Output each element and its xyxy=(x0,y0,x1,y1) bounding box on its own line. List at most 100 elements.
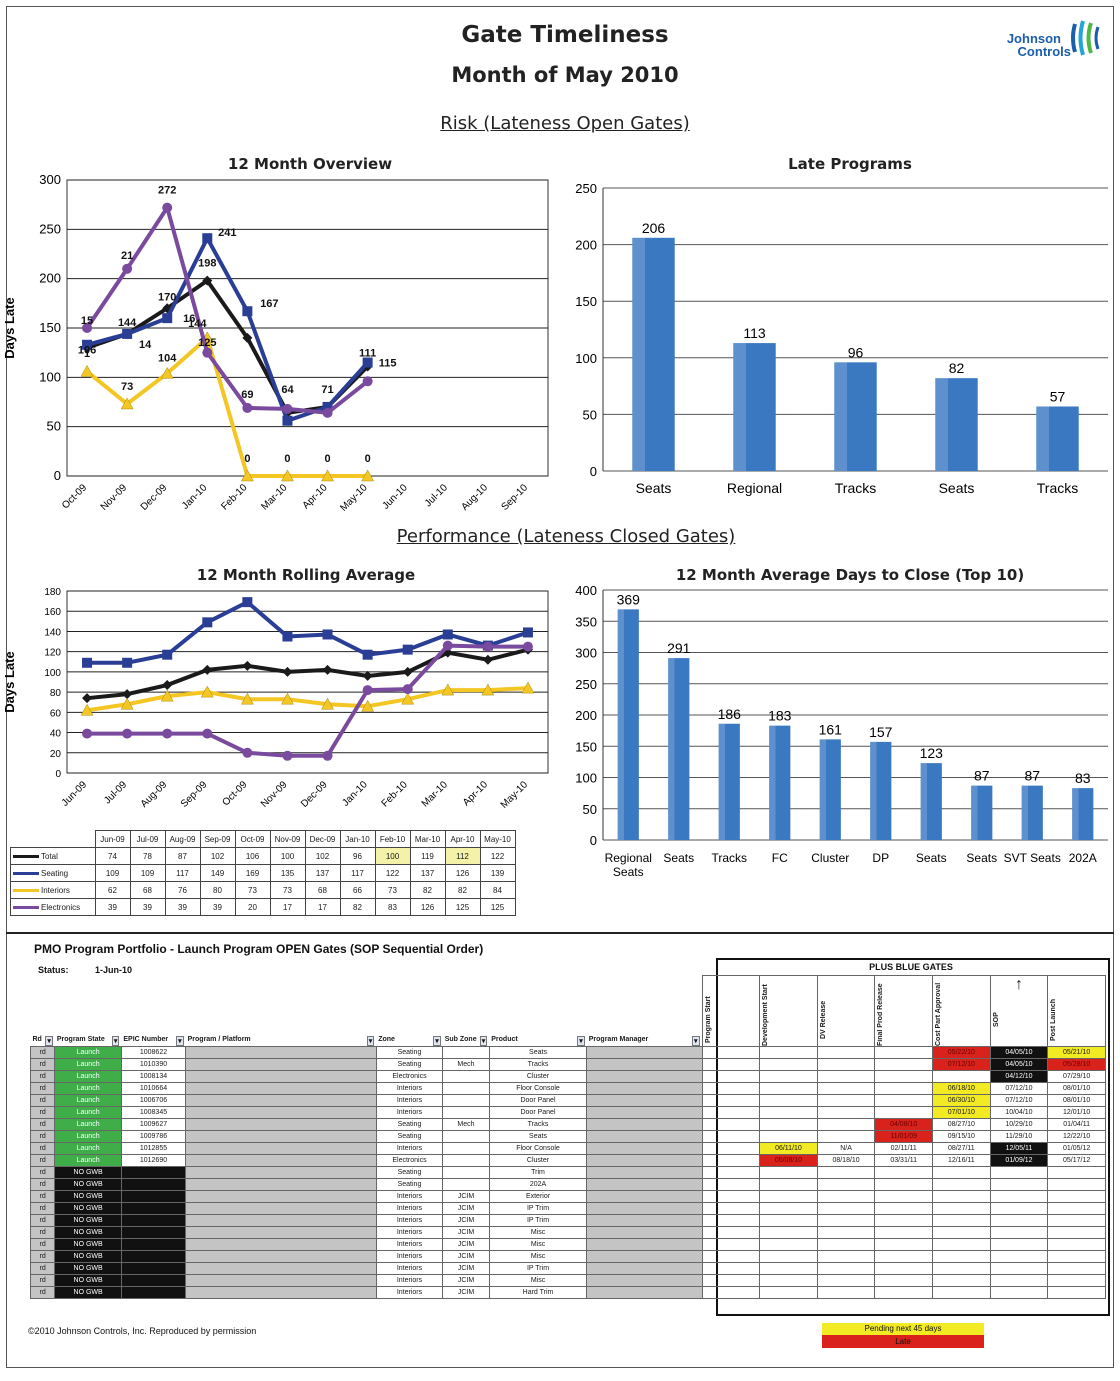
x-tick-label: Feb-10 xyxy=(380,779,410,809)
pmo-table-row: rd NO GWB Interiors JCIM IP Trim xyxy=(29,1202,1106,1215)
pmo-gate-header[interactable]: Post Launch xyxy=(1047,975,1106,1047)
pmo-gate-header[interactable]: ↑ SOP xyxy=(989,975,1049,1047)
table-cell: 135 xyxy=(269,864,306,882)
legend-swatch-interiors xyxy=(13,888,39,892)
y-tick-label: 400 xyxy=(575,583,597,598)
bar-value-label: 57 xyxy=(1050,388,1066,404)
bar-8 xyxy=(1021,785,1043,840)
pmo-gate-header[interactable]: Program Start xyxy=(701,975,761,1047)
filter-dropdown-icon[interactable]: ▾ xyxy=(111,1036,120,1046)
table-cell: 137 xyxy=(409,864,446,882)
gate-date-cell xyxy=(1047,1190,1106,1203)
pmo-gate-header-label: DV Release xyxy=(819,1000,827,1040)
gate-date-cell xyxy=(874,1262,934,1275)
pmo-gate-header[interactable]: DV Release xyxy=(816,975,876,1047)
pmo-column-header[interactable]: Product ▾ xyxy=(489,975,587,1047)
sub-zone-cell: Mech xyxy=(442,1118,490,1131)
epic-number-cell: 1012855 xyxy=(120,1142,187,1155)
rd-cell: rd xyxy=(29,1106,56,1119)
pmo-table-row: rd Launch 1010664 Interiors Floor Console 06/… xyxy=(29,1082,1106,1095)
zone-cell: Interiors xyxy=(375,1250,444,1263)
table-cell: 102 xyxy=(304,847,341,865)
pmo-column-header[interactable]: Program Manager ▾ xyxy=(586,975,703,1047)
product-cell: Floor Console xyxy=(488,1142,588,1155)
sub-zone-cell: JCIM xyxy=(442,1250,490,1263)
sub-zone-cell xyxy=(442,1082,490,1095)
pmo-column-header[interactable]: EPIC Number ▾ xyxy=(121,975,186,1047)
gate-date-cell xyxy=(759,1106,818,1119)
product-cell: Door Panel xyxy=(488,1106,588,1119)
filter-dropdown-icon[interactable]: ▾ xyxy=(577,1036,585,1046)
bar-highlight xyxy=(769,725,776,840)
pmo-column-header[interactable]: Program State ▾ xyxy=(54,975,122,1047)
data-label: 0 xyxy=(244,453,250,465)
data-point-interiors xyxy=(361,699,375,712)
legend-swatch-electronics xyxy=(13,905,39,909)
pmo-gate-header[interactable]: Final Prod Release xyxy=(874,975,934,1047)
x-tick-label: Jun-10 xyxy=(380,482,410,512)
series-legend-cell: Total xyxy=(10,847,96,865)
gate-date-cell xyxy=(1047,1166,1106,1179)
pmo-column-header[interactable]: Zone ▾ xyxy=(376,975,443,1047)
gate-date-cell: 10/29/10 xyxy=(989,1118,1049,1131)
y-tick-label: 200 xyxy=(39,271,61,286)
series-line-seating xyxy=(87,599,529,665)
gate-date-cell xyxy=(701,1190,761,1203)
pmo-column-header[interactable]: Program / Platform ▾ xyxy=(185,975,377,1047)
data-point-electronics xyxy=(362,685,373,696)
filter-dropdown-icon[interactable]: ▾ xyxy=(176,1036,184,1046)
table-cell: 109 xyxy=(94,864,131,882)
data-point-interiors xyxy=(361,469,375,482)
data-point-electronics xyxy=(122,263,133,274)
y-tick-label: 150 xyxy=(575,294,597,309)
filter-dropdown-icon[interactable]: ▾ xyxy=(366,1036,375,1046)
program-state-cell: Launch xyxy=(54,1094,122,1107)
plot-area xyxy=(66,590,549,774)
pmo-gate-header[interactable]: Cost Part Approval xyxy=(932,975,991,1047)
table-cell: 62 xyxy=(94,881,131,899)
data-label: 15 xyxy=(81,315,93,327)
data-point-seating xyxy=(242,306,253,317)
logo-text-johnson: Johnson xyxy=(1006,31,1061,46)
data-point-electronics xyxy=(242,402,253,413)
filter-dropdown-icon[interactable]: ▾ xyxy=(45,1036,53,1046)
series-legend-cell: Interiors xyxy=(10,881,96,899)
y-tick-label: 180 xyxy=(44,587,61,598)
data-point-total xyxy=(242,660,253,671)
pmo-column-header[interactable]: Sub Zone ▾ xyxy=(442,975,490,1047)
gate-date-cell: 01/09/12 xyxy=(989,1154,1049,1167)
program-platform-cell xyxy=(185,1286,377,1299)
bar-value-label: 186 xyxy=(718,706,742,722)
program-state-cell: Launch xyxy=(54,1130,122,1143)
gate-date-cell xyxy=(989,1202,1049,1215)
y-tick-label: 160 xyxy=(44,607,61,618)
bar-value-label: 87 xyxy=(1024,768,1040,784)
epic-number-cell: 1010390 xyxy=(120,1058,187,1071)
filter-dropdown-icon[interactable]: ▾ xyxy=(433,1036,441,1046)
filter-dropdown-icon[interactable]: ▾ xyxy=(692,1036,700,1046)
pmo-column-header-label: Program State xyxy=(56,1036,105,1043)
gate-date-cell: 04/05/10 xyxy=(989,1046,1049,1059)
table-cell: 39 xyxy=(199,898,236,916)
gate-date-cell xyxy=(874,1250,934,1263)
pmo-column-header[interactable]: Rd ▾ xyxy=(30,975,55,1047)
gate-date-cell xyxy=(932,1238,991,1251)
bar-value-label: 369 xyxy=(617,591,641,607)
gate-date-cell xyxy=(759,1214,818,1227)
gate-date-cell: 04/05/10 xyxy=(989,1058,1049,1071)
filter-dropdown-icon[interactable]: ▾ xyxy=(479,1036,488,1046)
data-point-seating xyxy=(442,629,453,640)
pmo-table-row: rd Launch 1009627 Seating Mech Tracks 04/08/10… xyxy=(29,1118,1106,1131)
epic-number-cell: 1010664 xyxy=(120,1082,187,1095)
program-platform-cell xyxy=(185,1202,377,1215)
gate-date-cell xyxy=(759,1094,818,1107)
gate-date-cell xyxy=(1047,1226,1106,1239)
bar-9 xyxy=(1072,788,1094,840)
data-label: 115 xyxy=(379,358,397,370)
gate-date-cell xyxy=(701,1262,761,1275)
gate-date-cell xyxy=(816,1094,876,1107)
pmo-gate-header[interactable]: Development Start xyxy=(759,975,818,1047)
data-point-seating xyxy=(362,357,373,368)
gate-date-cell xyxy=(759,1286,818,1299)
pmo-gate-header-label: Development Start xyxy=(762,984,770,1046)
